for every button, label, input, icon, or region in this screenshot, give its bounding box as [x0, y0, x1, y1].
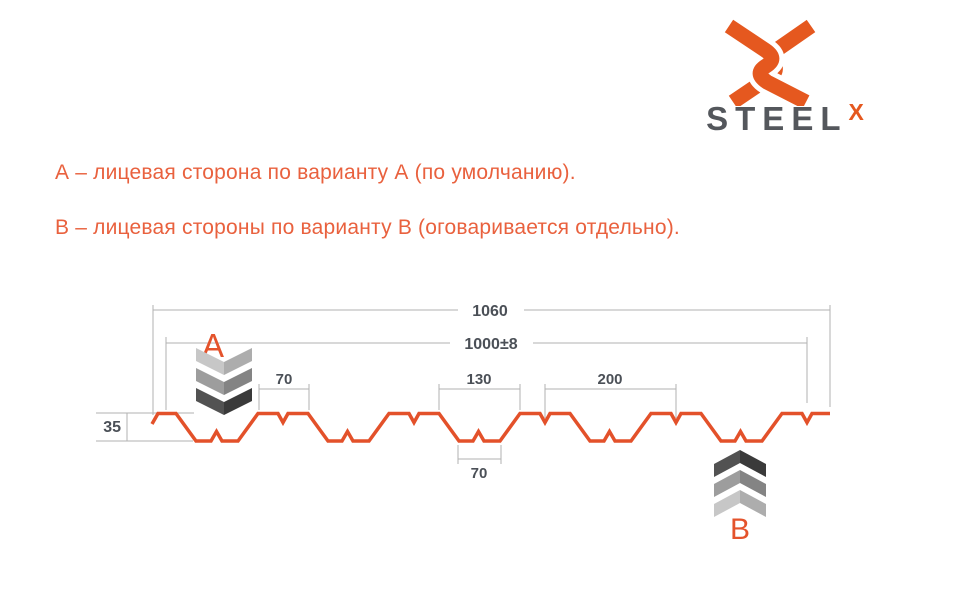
dimension-label-70-top: 70 — [276, 371, 293, 388]
brand-name: STEEL — [706, 100, 848, 137]
side-b-marker: В — [714, 450, 766, 546]
dimension-label-1060: 1060 — [472, 303, 508, 320]
dimension-crest-width: 70 — [258, 371, 310, 410]
chevron-up-icon — [714, 450, 766, 517]
note-variant-a: А – лицевая сторона по варианту А (по ум… — [55, 161, 576, 184]
dimension-label-1000: 1000±8 — [464, 336, 517, 353]
dimension-label-200: 200 — [597, 371, 622, 388]
brand-x-icon — [722, 18, 816, 106]
dimension-pitch: 200 — [544, 371, 677, 418]
chevron-down-icon — [196, 348, 252, 415]
dimension-label-35: 35 — [103, 419, 121, 436]
brand-wordmark: STEELX — [680, 99, 890, 138]
dimension-valley-span: 130 — [438, 371, 521, 410]
dimension-overall-width: 1060 — [152, 303, 831, 415]
dimension-working-width: 1000±8 — [165, 336, 808, 410]
dimension-label-70-bottom: 70 — [471, 465, 488, 482]
sheet-profile-line — [150, 411, 830, 443]
side-b-letter: В — [730, 513, 750, 546]
note-variant-b: В – лицевая стороны по варианту В (огова… — [55, 216, 680, 239]
brand-superscript-x: X — [848, 99, 864, 125]
dimension-valley-width: 70 — [457, 445, 502, 482]
side-a-marker: А — [196, 327, 252, 415]
dimension-label-130: 130 — [466, 371, 491, 388]
